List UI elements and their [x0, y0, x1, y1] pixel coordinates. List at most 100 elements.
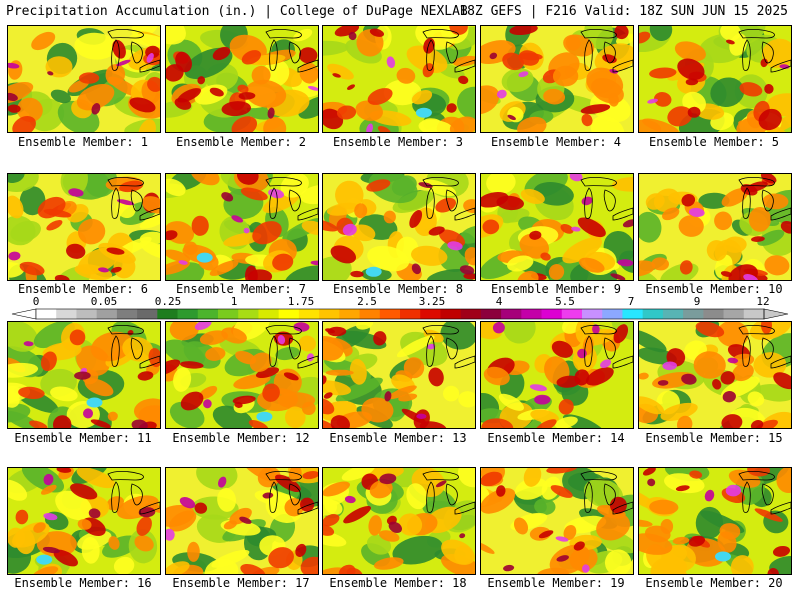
colorbar-swatch	[157, 309, 178, 319]
colorbar-tick-label: 0	[32, 295, 40, 308]
colorbar-swatch	[258, 309, 280, 319]
colorbar-swatch	[339, 309, 360, 319]
precipitation-field	[166, 174, 318, 280]
colorbar-swatch	[400, 309, 421, 319]
colorbar-tick-label: 2.5	[357, 295, 377, 308]
ensemble-map-panel	[165, 467, 319, 575]
great-lakes-outline	[580, 28, 633, 73]
precipitation-field	[639, 26, 791, 132]
ensemble-map-panel	[480, 25, 634, 133]
ensemble-member-label: Ensemble Member: 13	[329, 431, 467, 445]
ensemble-member-label: Ensemble Member: 10	[645, 282, 783, 296]
great-lakes-outline	[580, 470, 633, 515]
precipitation-field	[8, 468, 160, 574]
ensemble-map-panel	[322, 467, 476, 575]
precipitation-field	[481, 322, 633, 428]
precipitation-field	[166, 468, 318, 574]
colorbar-tick-label: 5.5	[555, 295, 575, 308]
ensemble-member-label: Ensemble Member: 20	[645, 576, 783, 590]
great-lakes-outline	[422, 28, 475, 73]
colorbar-swatch	[541, 309, 563, 319]
colorbar-swatch	[561, 309, 583, 319]
great-lakes-outline	[422, 324, 475, 369]
ensemble-map-panel	[480, 467, 634, 575]
model-run-info: 18Z GEFS | F216 Valid: 18Z SUN JUN 15 20…	[459, 4, 788, 19]
ensemble-member-label: Ensemble Member: 18	[329, 576, 467, 590]
colorbar-tick-label: 4	[495, 295, 503, 308]
ensemble-member-label: Ensemble Member: 8	[332, 282, 464, 296]
great-lakes-outline	[738, 28, 791, 73]
ensemble-map-panel	[638, 25, 792, 133]
colorbar-swatch	[137, 309, 158, 319]
precipitation-field	[323, 174, 475, 280]
colorbar-swatch	[116, 309, 138, 319]
ensemble-map-panel	[322, 173, 476, 281]
colorbar-swatch	[460, 309, 482, 319]
great-lakes-outline	[107, 176, 160, 221]
ensemble-member-label: Ensemble Member: 12	[172, 431, 310, 445]
precipitation-field	[639, 322, 791, 428]
precipitation-field	[8, 26, 160, 132]
ensemble-map-panel	[7, 467, 161, 575]
precipitation-field	[639, 174, 791, 280]
great-lakes-outline	[422, 176, 475, 221]
ensemble-map-panel	[322, 25, 476, 133]
great-lakes-outline	[265, 28, 318, 73]
great-lakes-outline	[738, 470, 791, 515]
map-title: Precipitation Accumulation (in.) | Colle…	[6, 4, 468, 19]
colorbar-swatch	[278, 309, 300, 319]
colorbar-swatch	[218, 309, 239, 319]
precipitation-field	[639, 468, 791, 574]
colorbar-swatch	[379, 309, 401, 319]
ensemble-member-label: Ensemble Member: 3	[332, 135, 464, 149]
colorbar-tick-label: 1	[230, 295, 238, 308]
colorbar-tick-label: 12	[756, 295, 770, 308]
colorbar-swatch	[177, 309, 199, 319]
great-lakes-outline	[738, 176, 791, 221]
colorbar-swatches	[11, 308, 789, 320]
ensemble-member-label: Ensemble Member: 14	[487, 431, 625, 445]
colorbar-swatch	[420, 309, 441, 319]
colorbar-swatch	[36, 309, 57, 319]
colorbar-max-arrow	[763, 308, 789, 320]
ensemble-map-panel	[480, 321, 634, 429]
precipitation-field	[8, 174, 160, 280]
great-lakes-outline	[107, 28, 160, 73]
colorbar-tick-label: 9	[693, 295, 701, 308]
colorbar-swatch	[662, 309, 684, 319]
great-lakes-outline	[265, 324, 318, 369]
colorbar-tick-label: 0.05	[90, 295, 118, 308]
great-lakes-outline	[580, 324, 633, 369]
colorbar-tick-label: 1.75	[287, 295, 315, 308]
ensemble-member-label: Ensemble Member: 4	[490, 135, 622, 149]
ensemble-member-label: Ensemble Member: 6	[17, 282, 149, 296]
great-lakes-outline	[738, 324, 791, 369]
colorbar-swatch	[298, 309, 320, 319]
ensemble-map-panel	[7, 173, 161, 281]
precipitation-field	[166, 322, 318, 428]
precipitation-field	[166, 26, 318, 132]
ensemble-map-panel	[638, 467, 792, 575]
precipitation-field	[481, 26, 633, 132]
colorbar-swatch	[703, 309, 724, 319]
colorbar-min-arrow	[11, 308, 37, 320]
colorbar-swatch	[723, 309, 745, 319]
ensemble-map-panel	[638, 321, 792, 429]
ensemble-map-panel	[638, 173, 792, 281]
colorbar-tick-label: 3.25	[418, 295, 446, 308]
colorbar-swatch	[622, 309, 644, 319]
colorbar-swatch	[319, 309, 340, 319]
great-lakes-outline	[422, 470, 475, 515]
colorbar-swatch	[743, 309, 765, 319]
colorbar-swatch	[359, 309, 381, 319]
colorbar-swatch	[56, 309, 77, 319]
ensemble-map-panel	[165, 25, 319, 133]
colorbar-swatch	[602, 309, 623, 319]
ensemble-map-panel	[480, 173, 634, 281]
ensemble-member-label: Ensemble Member: 2	[175, 135, 307, 149]
colorbar-swatch	[197, 309, 219, 319]
ensemble-map-panel	[165, 173, 319, 281]
ensemble-member-label: Ensemble Member: 7	[175, 282, 307, 296]
colorbar-swatch	[521, 309, 542, 319]
colorbar-swatch	[238, 309, 259, 319]
